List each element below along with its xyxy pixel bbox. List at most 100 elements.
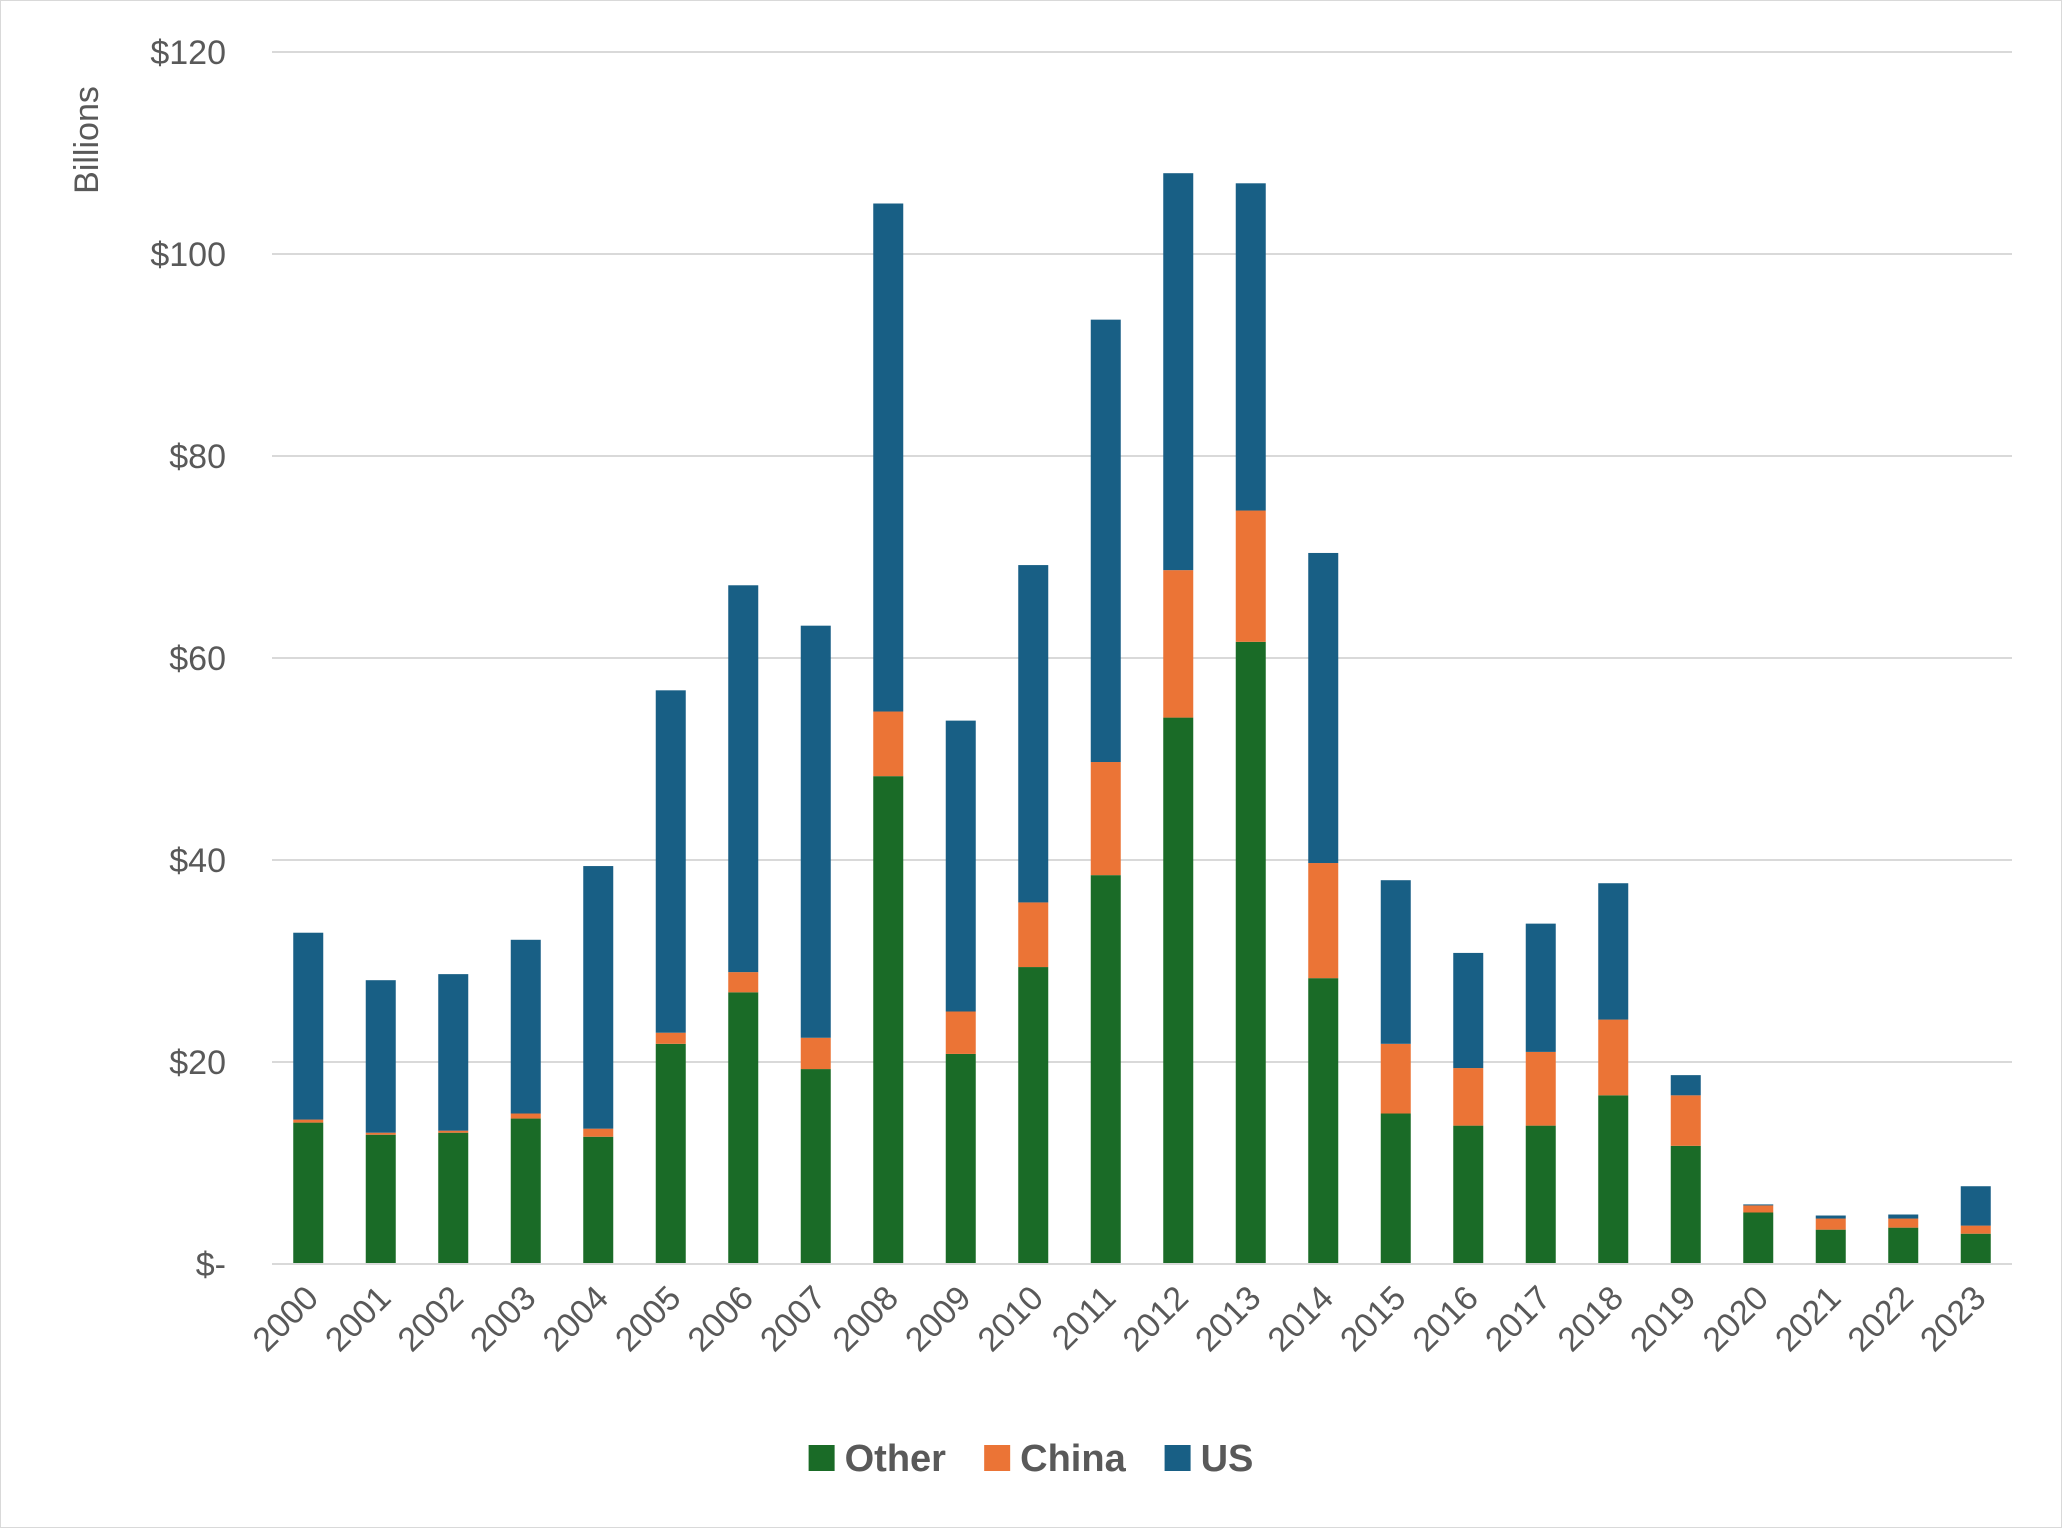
legend-label-china: China [1020, 1438, 1126, 1480]
bar-other-2020 [1743, 1212, 1774, 1264]
y-tick-label: $40 [169, 842, 226, 880]
bar-china-2012 [1163, 570, 1194, 718]
y-tick-label: $100 [150, 236, 226, 274]
bar-other-2001 [365, 1134, 396, 1264]
x-axis-ticks: 2000200120022003200420052006200720082009… [246, 1279, 1994, 1359]
bar-other-2016 [1453, 1125, 1484, 1264]
bar-us-2015 [1380, 880, 1411, 1044]
bar-china-2016 [1453, 1068, 1484, 1126]
bar-other-2011 [1090, 875, 1121, 1264]
x-tick-label: 2012 [1116, 1279, 1196, 1359]
legend-swatch-china [984, 1445, 1011, 1471]
legend-swatch-other [808, 1445, 835, 1471]
x-tick-label: 2019 [1623, 1279, 1703, 1359]
bar-china-2007 [800, 1037, 831, 1070]
bar-china-2010 [1018, 902, 1049, 968]
x-tick-label: 2016 [1406, 1279, 1486, 1359]
bar-us-2019 [1670, 1075, 1701, 1096]
bar-us-2001 [365, 980, 396, 1133]
x-tick-label: 2010 [971, 1279, 1051, 1359]
x-tick-label: 2004 [536, 1279, 616, 1359]
bar-china-2004 [583, 1128, 614, 1137]
bar-china-2001 [365, 1132, 396, 1135]
bar-us-2003 [510, 939, 541, 1114]
x-tick-label: 2000 [246, 1279, 326, 1359]
bar-china-2020 [1743, 1205, 1774, 1213]
x-tick-label: 2007 [753, 1279, 833, 1359]
x-tick-label: 2006 [681, 1279, 761, 1359]
x-tick-label: 2020 [1696, 1279, 1776, 1359]
x-tick-label: 2005 [608, 1279, 688, 1359]
y-tick-label: $120 [150, 34, 226, 72]
y-axis-label: Billions [68, 86, 106, 194]
bar-china-2011 [1090, 762, 1121, 876]
x-tick-label: 2001 [318, 1279, 398, 1359]
x-tick-label: 2013 [1188, 1279, 1268, 1359]
bar-other-2012 [1163, 717, 1194, 1264]
bar-other-2010 [1018, 967, 1049, 1264]
y-axis-ticks: $- $20 $40 $60 $80 $100 $120 [150, 34, 226, 1284]
bar-us-2013 [1235, 183, 1266, 511]
bar-china-2000 [293, 1119, 324, 1123]
bar-us-2009 [945, 720, 976, 1012]
bar-other-2015 [1380, 1113, 1411, 1264]
gridlines [272, 51, 2012, 1063]
bar-us-2002 [438, 974, 469, 1131]
bar-us-2006 [728, 585, 759, 973]
bar-other-2004 [583, 1136, 614, 1264]
bar-us-2020 [1743, 1204, 1774, 1206]
bar-other-2005 [655, 1043, 686, 1264]
bar-other-2003 [510, 1118, 541, 1264]
bar-us-2011 [1090, 319, 1121, 763]
x-tick-label: 2009 [898, 1279, 978, 1359]
bar-china-2013 [1235, 510, 1266, 642]
bar-other-2022 [1888, 1227, 1919, 1264]
bar-other-2006 [728, 992, 759, 1264]
y-tick-label: $20 [169, 1044, 226, 1082]
bar-other-2018 [1598, 1095, 1629, 1264]
legend: Other China US [808, 1438, 1254, 1480]
x-tick-label: 2011 [1045, 1279, 1124, 1358]
y-tick-label: $80 [169, 438, 226, 476]
bar-us-2007 [800, 625, 831, 1038]
bar-us-2004 [583, 866, 614, 1129]
bar-china-2019 [1670, 1095, 1701, 1146]
bar-china-2003 [510, 1113, 541, 1119]
bar-china-2018 [1598, 1019, 1629, 1096]
bar-us-2005 [655, 690, 686, 1033]
x-tick-label: 2017 [1478, 1279, 1558, 1359]
y-tick-label: $- [196, 1246, 226, 1284]
bar-china-2009 [945, 1011, 976, 1054]
x-tick-label: 2015 [1333, 1279, 1413, 1359]
bar-china-2002 [438, 1130, 469, 1133]
x-tick-label: 2021 [1768, 1279, 1848, 1359]
bar-us-2022 [1888, 1214, 1919, 1219]
bar-us-2017 [1525, 923, 1556, 1052]
bar-other-2008 [873, 776, 904, 1264]
x-tick-label: 2018 [1551, 1279, 1631, 1359]
bar-us-2016 [1453, 952, 1484, 1069]
x-tick-label: 2002 [391, 1279, 471, 1359]
legend-label-us: US [1201, 1438, 1254, 1480]
legend-swatch-us [1164, 1445, 1191, 1471]
legend-label-other: Other [845, 1438, 947, 1480]
bar-us-2021 [1815, 1215, 1846, 1219]
bar-other-2014 [1308, 978, 1339, 1264]
bar-other-2017 [1525, 1125, 1556, 1264]
bar-china-2015 [1380, 1043, 1411, 1114]
x-tick-label: 2022 [1841, 1279, 1921, 1359]
bar-china-2023 [1960, 1225, 1991, 1234]
bar-china-2017 [1525, 1051, 1556, 1126]
bar-china-2008 [873, 711, 904, 777]
bar-us-2010 [1018, 565, 1049, 903]
x-tick-label: 2003 [463, 1279, 543, 1359]
bar-china-2006 [728, 972, 759, 993]
bar-us-2014 [1308, 552, 1339, 864]
bar-other-2000 [293, 1122, 324, 1264]
bar-other-2002 [438, 1132, 469, 1264]
bars [293, 173, 1991, 1264]
bar-other-2019 [1670, 1145, 1701, 1264]
bar-china-2005 [655, 1032, 686, 1044]
x-tick-label: 2008 [826, 1279, 906, 1359]
